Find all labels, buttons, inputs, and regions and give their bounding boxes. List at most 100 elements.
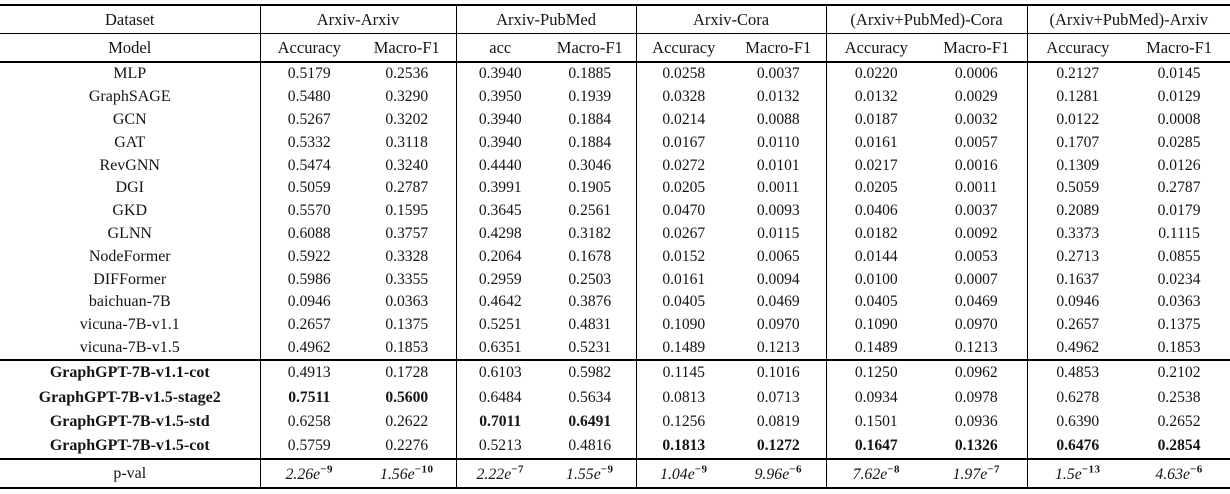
- value-cell: 0.4962: [287, 338, 331, 356]
- table-row: DGI 0.5059 0.2787 0.3991 0.1905 0.0205 0.0011 0…: [0, 176, 1230, 200]
- value-cell: 0.3991: [478, 179, 522, 197]
- value-cell: 0.3940: [478, 133, 522, 151]
- value-cell: 0.1213: [731, 336, 827, 361]
- value-cell: 0.0855: [1157, 247, 1201, 265]
- table-row: GraphSAGE 0.5480 0.3290 0.3950 0.1939 0.0328 0…: [0, 85, 1230, 109]
- value-cell: 0.4831: [544, 313, 637, 337]
- value-cell: 0.0037: [731, 62, 827, 86]
- value-cell: 0.2787: [1157, 179, 1201, 197]
- value-cell: 0.1145: [636, 359, 732, 386]
- metric-header: Macro-F1: [358, 33, 457, 63]
- value-cell: 0.0007: [926, 268, 1028, 291]
- value-cell: 0.0126: [1157, 156, 1201, 174]
- value-cell: 0.0285: [1157, 133, 1201, 151]
- dataset-group-header: Arxiv-Arxiv: [260, 5, 457, 34]
- value-cell: 0.0970: [731, 313, 827, 337]
- pval-cell: 2.22e−7: [456, 458, 545, 489]
- table-row: DIFFormer 0.5986 0.3355 0.2959 0.2503 0.0161 0…: [0, 268, 1230, 291]
- value-cell: 0.5982: [544, 359, 637, 386]
- value-cell: 0.0934: [854, 388, 898, 406]
- pval-cell: 1.5e−13: [1027, 458, 1129, 489]
- value-cell: 0.4642: [478, 293, 522, 311]
- value-cell: 0.0110: [731, 131, 827, 155]
- value-cell: 0.0272: [662, 156, 706, 174]
- value-cell: 0.0205: [854, 179, 898, 197]
- value-cell: 0.1115: [1158, 224, 1200, 242]
- value-cell: 0.3950: [478, 88, 522, 106]
- value-cell: 0.0187: [854, 110, 898, 128]
- value-cell: 0.0093: [731, 199, 827, 223]
- value-cell: 0.4913: [260, 359, 358, 386]
- metric-header: Macro-F1: [544, 33, 637, 63]
- value-cell: 0.0037: [926, 199, 1028, 223]
- table-row: GLNN 0.6088 0.3757 0.4298 0.3182 0.0267 0.0115…: [0, 222, 1230, 246]
- pval-cell: 9.96e−6: [731, 458, 827, 489]
- value-cell: 0.2787: [358, 176, 457, 200]
- pval-label-cell: p-val: [0, 458, 261, 489]
- model-name-cell: vicuna-7B-v1.1: [0, 313, 261, 337]
- value-cell: 0.0053: [926, 245, 1028, 269]
- model-name-cell: GKD: [0, 199, 261, 223]
- pval-value: 7.62e−8: [852, 463, 901, 483]
- pval-cell: 4.63e−6: [1128, 458, 1230, 489]
- value-cell: 0.5213: [478, 437, 522, 455]
- value-cell: 0.1884: [544, 108, 637, 132]
- value-cell: 0.0008: [1157, 110, 1201, 128]
- value-cell: 0.0101: [731, 154, 827, 177]
- value-cell: 0.0469: [731, 290, 827, 314]
- value-cell: 0.2102: [1128, 359, 1230, 386]
- value-cell: 0.0258: [662, 65, 706, 83]
- table-row: GraphGPT-7B-v1.5-std 0.6258 0.2622 0.7011 0.…: [0, 409, 1230, 434]
- table-row: GKD 0.5570 0.1595 0.3645 0.2561 0.0470 0.0093 0…: [0, 199, 1230, 223]
- value-cell: 0.1489: [854, 338, 898, 356]
- value-cell: 0.4440: [478, 156, 522, 174]
- value-cell: 0.3373: [1056, 224, 1100, 242]
- value-cell: 0.3290: [358, 85, 457, 109]
- pval-value: 2.26e−9: [285, 463, 333, 483]
- pval-value: 4.63e−6: [1155, 463, 1203, 483]
- table-row: GAT 0.5332 0.3118 0.3940 0.1884 0.0167 0.0110 0…: [0, 131, 1230, 155]
- metric-header: Macro-F1: [926, 33, 1028, 63]
- value-cell: 0.3182: [544, 222, 637, 246]
- value-cell: 0.7511: [288, 388, 331, 406]
- value-cell: 0.0132: [854, 88, 898, 106]
- model-name-cell: baichuan-7B: [0, 290, 261, 314]
- value-cell: 0.2622: [358, 409, 457, 434]
- value-cell: 0.0469: [926, 290, 1028, 314]
- value-cell: 0.1885: [544, 62, 637, 86]
- value-cell: 0.0100: [854, 270, 898, 288]
- value-cell: 0.5059: [1056, 179, 1100, 197]
- value-cell: 0.0946: [1056, 293, 1100, 311]
- value-cell: 0.3940: [478, 110, 522, 128]
- model-name-cell: GraphGPT-7B-v1.1-cot: [0, 359, 261, 386]
- pval-value: 1.56e−10: [380, 463, 434, 483]
- metric-header: Accuracy: [260, 33, 358, 63]
- dataset-group-header: (Arxiv+PubMed)-Arxiv: [1027, 5, 1230, 34]
- value-cell: 0.5231: [544, 336, 637, 361]
- table-row: NodeFormer 0.5922 0.3328 0.2064 0.1678 0.0152…: [0, 245, 1230, 269]
- value-cell: 0.0011: [926, 176, 1028, 200]
- value-cell: 0.4816: [544, 433, 637, 460]
- value-cell: 0.0328: [662, 88, 706, 106]
- value-cell: 0.0220: [854, 65, 898, 83]
- model-name-cell: GraphGPT-7B-v1.5-cot: [0, 433, 261, 460]
- value-cell: 0.2276: [358, 433, 457, 460]
- value-cell: 0.0962: [926, 359, 1028, 386]
- value-cell: 0.0006: [926, 62, 1028, 86]
- value-cell: 0.3046: [544, 154, 637, 177]
- value-cell: 0.5759: [287, 437, 331, 455]
- value-cell: 0.0144: [854, 247, 898, 265]
- metric-header-row: Model Accuracy Macro-F1 acc Macro-F1 Accurac…: [0, 33, 1230, 63]
- model-name-cell: vicuna-7B-v1.5: [0, 336, 261, 361]
- value-cell: 0.0205: [662, 179, 706, 197]
- metric-header: acc: [456, 33, 545, 63]
- value-cell: 0.0132: [731, 85, 827, 109]
- metric-header: Accuracy: [1027, 33, 1129, 63]
- value-cell: 0.2657: [287, 316, 331, 334]
- dataset-group-header: (Arxiv+PubMed)-Cora: [826, 5, 1028, 34]
- table-row: baichuan-7B 0.0946 0.0363 0.4642 0.3876 0.040…: [0, 290, 1230, 314]
- table-body: MLP 0.5179 0.2536 0.3940 0.1885 0.0258 0.0037 0…: [0, 62, 1230, 489]
- value-cell: 0.0161: [662, 270, 706, 288]
- value-cell: 0.0065: [731, 245, 827, 269]
- value-cell: 0.2064: [478, 247, 522, 265]
